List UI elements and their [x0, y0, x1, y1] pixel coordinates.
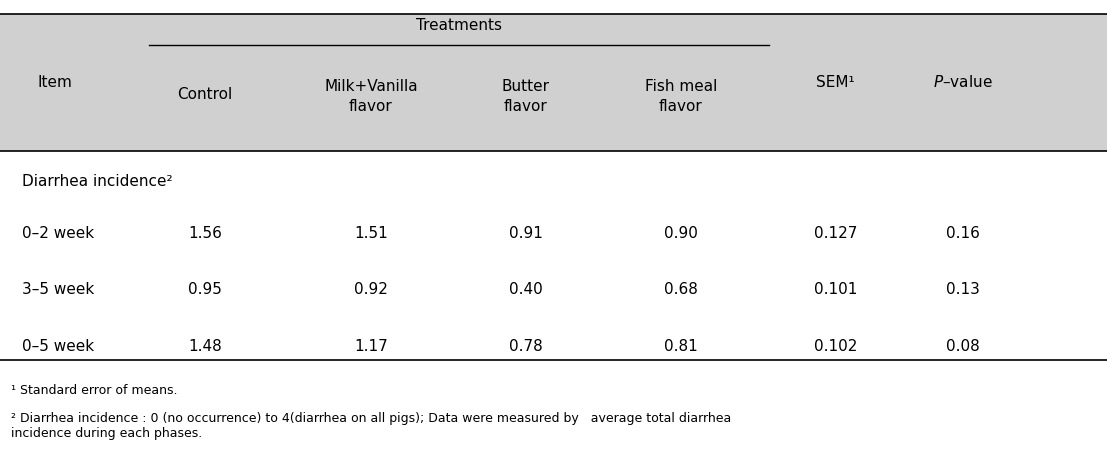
Text: 0.101: 0.101 [814, 282, 858, 297]
Text: Item: Item [38, 75, 73, 90]
Text: 0.90: 0.90 [664, 226, 697, 241]
Text: 0.40: 0.40 [509, 282, 542, 297]
Text: 0–5 week: 0–5 week [22, 339, 94, 354]
Text: ² Diarrhea incidence : 0 (no occurrence) to 4(diarrhea on all pigs); Data were m: ² Diarrhea incidence : 0 (no occurrence)… [11, 412, 732, 440]
Text: Milk+Vanilla
flavor: Milk+Vanilla flavor [324, 79, 417, 114]
Text: 0.95: 0.95 [188, 282, 221, 297]
Text: Treatments: Treatments [416, 18, 503, 33]
FancyBboxPatch shape [0, 14, 1107, 151]
Text: ¹ Standard error of means.: ¹ Standard error of means. [11, 384, 177, 397]
Text: 1.56: 1.56 [188, 226, 221, 241]
Text: 0–2 week: 0–2 week [22, 226, 94, 241]
Text: Diarrhea incidence²: Diarrhea incidence² [22, 174, 173, 189]
Text: 0.68: 0.68 [664, 282, 697, 297]
Text: 3–5 week: 3–5 week [22, 282, 94, 297]
Text: Control: Control [177, 87, 232, 102]
Text: 0.102: 0.102 [814, 339, 858, 354]
Text: $P$–value: $P$–value [933, 74, 993, 90]
Text: 1.51: 1.51 [354, 226, 387, 241]
Text: 1.48: 1.48 [188, 339, 221, 354]
Text: 0.127: 0.127 [814, 226, 858, 241]
Text: 0.92: 0.92 [354, 282, 387, 297]
Text: 1.17: 1.17 [354, 339, 387, 354]
Text: 0.81: 0.81 [664, 339, 697, 354]
Text: 0.08: 0.08 [946, 339, 980, 354]
Text: Fish meal
flavor: Fish meal flavor [644, 79, 717, 114]
Text: 0.91: 0.91 [509, 226, 542, 241]
Text: 0.16: 0.16 [946, 226, 980, 241]
Text: Butter
flavor: Butter flavor [501, 79, 550, 114]
Text: SEM¹: SEM¹ [817, 75, 855, 90]
Text: 0.13: 0.13 [946, 282, 980, 297]
Text: 0.78: 0.78 [509, 339, 542, 354]
